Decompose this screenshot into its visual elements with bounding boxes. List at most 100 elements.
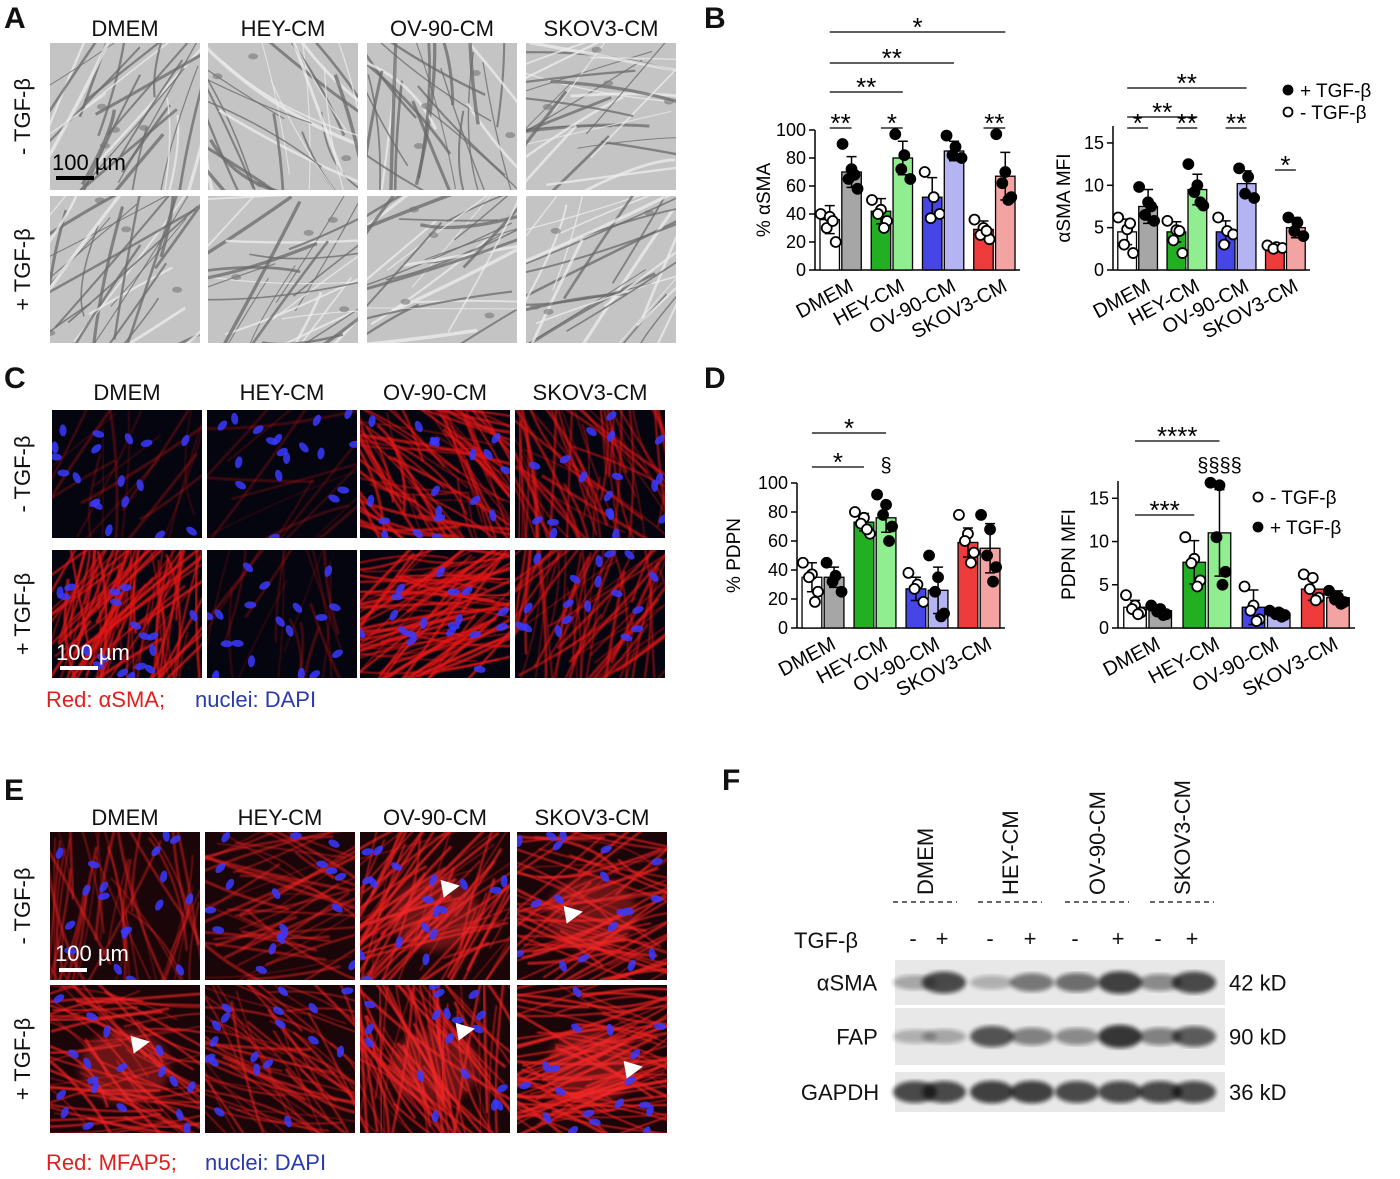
fiber bbox=[95, 550, 132, 623]
nucleus bbox=[409, 206, 420, 213]
fiber bbox=[453, 1001, 507, 1069]
blot-band bbox=[922, 1081, 966, 1103]
cell-outline bbox=[300, 43, 358, 103]
fiber bbox=[163, 429, 202, 538]
fiber bbox=[466, 892, 510, 972]
nucleus bbox=[528, 461, 541, 470]
legend-label: - TGF-β bbox=[1270, 488, 1337, 509]
data-point bbox=[812, 585, 824, 598]
nucleus bbox=[99, 142, 110, 149]
fiber bbox=[523, 449, 665, 536]
cell-outline bbox=[208, 87, 255, 190]
fiber bbox=[146, 550, 185, 625]
cell-outline bbox=[367, 328, 478, 343]
fiber bbox=[234, 841, 346, 859]
nucleus bbox=[97, 653, 108, 663]
cell-outline bbox=[535, 275, 676, 325]
cell-outline bbox=[79, 108, 178, 190]
fiber bbox=[610, 934, 667, 980]
fiber bbox=[418, 985, 450, 1133]
cell-outline bbox=[496, 43, 506, 128]
fiber bbox=[205, 1069, 237, 1133]
data-point bbox=[1145, 200, 1158, 213]
fiber bbox=[482, 985, 489, 1114]
nucleus bbox=[395, 583, 405, 595]
fiber bbox=[420, 410, 507, 471]
fiber bbox=[60, 550, 91, 639]
data-point bbox=[1179, 531, 1192, 544]
fiber bbox=[323, 550, 340, 635]
fiber bbox=[360, 922, 509, 956]
nucleus bbox=[390, 593, 403, 601]
fiber bbox=[519, 419, 539, 538]
fiber bbox=[472, 935, 510, 980]
nucleus bbox=[491, 432, 501, 444]
nucleus bbox=[268, 533, 280, 538]
treatment-sign: - bbox=[909, 926, 916, 951]
fiber bbox=[407, 622, 485, 678]
cell-outline bbox=[482, 61, 512, 190]
fiber bbox=[360, 658, 500, 675]
nucleus bbox=[455, 613, 463, 626]
nucleus bbox=[445, 1033, 455, 1044]
data-point bbox=[933, 208, 946, 220]
cell-outline bbox=[208, 79, 312, 124]
treatment-sign: - bbox=[986, 926, 993, 951]
nucleus bbox=[86, 1012, 98, 1021]
fiber bbox=[239, 849, 355, 917]
fiber bbox=[594, 604, 665, 664]
data-point bbox=[955, 152, 968, 164]
nucleus bbox=[360, 949, 366, 961]
fiber bbox=[360, 600, 464, 609]
nucleus bbox=[519, 1081, 532, 1090]
nucleus bbox=[607, 508, 615, 521]
matrix-patch bbox=[390, 1029, 480, 1104]
nucleus bbox=[72, 472, 81, 484]
cell-outline bbox=[80, 109, 117, 186]
fiber bbox=[154, 550, 184, 592]
y-tick-label: 20 bbox=[768, 589, 788, 609]
fiber bbox=[205, 1040, 336, 1074]
nucleus bbox=[431, 1110, 439, 1123]
nucleus bbox=[220, 1012, 231, 1023]
nucleus bbox=[517, 950, 525, 958]
cell-outline bbox=[249, 252, 358, 260]
nucleus bbox=[221, 832, 231, 843]
nucleus bbox=[212, 73, 223, 80]
row-label: + TGF-β bbox=[10, 228, 35, 311]
fiber bbox=[515, 438, 545, 520]
fiber bbox=[444, 985, 510, 1053]
fiber bbox=[87, 840, 162, 980]
nucleus bbox=[126, 671, 136, 678]
nucleus bbox=[468, 989, 480, 1000]
fiber bbox=[58, 832, 72, 893]
fiber bbox=[139, 473, 202, 521]
fiber bbox=[467, 493, 478, 538]
fiber bbox=[364, 410, 461, 474]
nucleus bbox=[595, 555, 603, 568]
fiber bbox=[52, 605, 65, 642]
nucleus bbox=[562, 599, 574, 609]
fiber bbox=[515, 449, 550, 538]
fiber bbox=[360, 1007, 385, 1116]
cell-outline bbox=[611, 196, 667, 284]
y-axis-label: % αSMA bbox=[754, 163, 775, 238]
fiber bbox=[488, 907, 510, 949]
nucleus bbox=[317, 447, 325, 460]
nucleus bbox=[276, 931, 289, 940]
cell-outline bbox=[424, 228, 517, 261]
cell-outline bbox=[224, 278, 358, 336]
nucleus bbox=[600, 845, 612, 854]
fiber bbox=[52, 459, 116, 499]
data-point bbox=[959, 535, 971, 547]
nucleus bbox=[303, 229, 314, 236]
nucleus bbox=[496, 1084, 508, 1093]
data-point bbox=[940, 129, 953, 142]
fiber bbox=[616, 633, 665, 672]
fiber bbox=[445, 410, 510, 434]
legend-marker bbox=[1282, 106, 1294, 118]
fiber bbox=[551, 1094, 667, 1114]
nucleus bbox=[550, 227, 561, 234]
cell-outline bbox=[300, 276, 353, 343]
nucleus bbox=[50, 329, 56, 336]
